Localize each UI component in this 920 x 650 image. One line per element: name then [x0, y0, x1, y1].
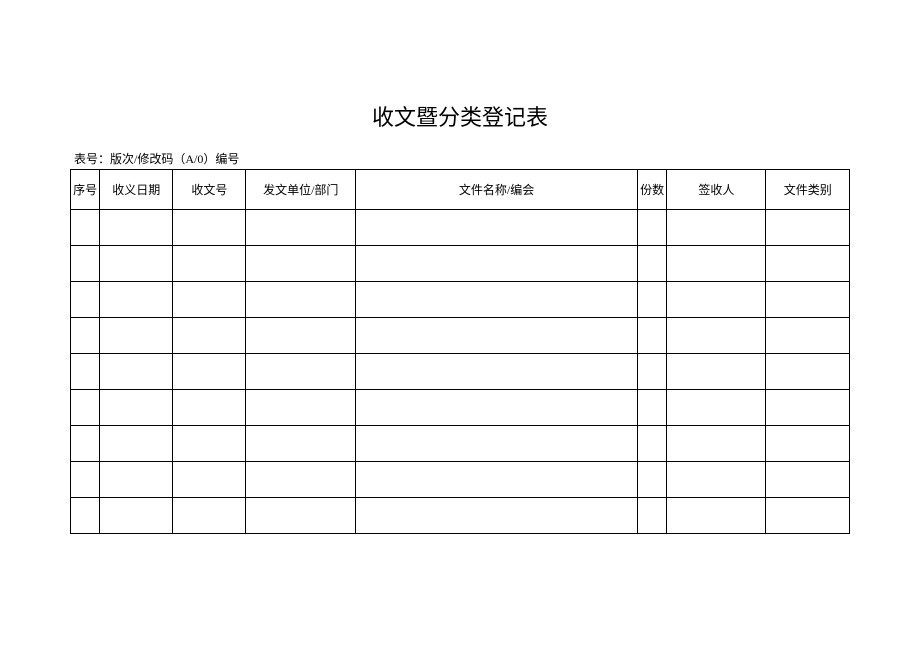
cell	[100, 426, 173, 462]
cell	[638, 462, 667, 498]
col-header-docnum: 收文号	[173, 170, 246, 210]
cell	[71, 390, 100, 426]
cell	[356, 210, 638, 246]
cell	[71, 282, 100, 318]
table-row	[71, 426, 850, 462]
page-title: 收文暨分类登记表	[70, 100, 850, 132]
cell	[667, 246, 766, 282]
col-header-dept: 发文单位/部门	[246, 170, 356, 210]
cell	[766, 498, 850, 534]
table-row	[71, 282, 850, 318]
cell	[100, 210, 173, 246]
cell	[766, 390, 850, 426]
cell	[667, 354, 766, 390]
cell	[100, 282, 173, 318]
cell	[638, 282, 667, 318]
cell	[766, 246, 850, 282]
cell	[766, 318, 850, 354]
cell	[100, 354, 173, 390]
cell	[766, 282, 850, 318]
cell	[356, 390, 638, 426]
cell	[173, 282, 246, 318]
cell	[246, 426, 356, 462]
cell	[246, 282, 356, 318]
col-header-receiver: 签收人	[667, 170, 766, 210]
cell	[246, 498, 356, 534]
cell	[246, 246, 356, 282]
cell	[667, 318, 766, 354]
cell	[356, 318, 638, 354]
cell	[71, 246, 100, 282]
cell	[667, 390, 766, 426]
cell	[71, 210, 100, 246]
cell	[356, 282, 638, 318]
cell	[173, 318, 246, 354]
col-header-category: 文件类别	[766, 170, 850, 210]
cell	[638, 426, 667, 462]
cell	[71, 426, 100, 462]
col-header-copies: 份数	[638, 170, 667, 210]
cell	[356, 246, 638, 282]
cell	[667, 498, 766, 534]
cell	[638, 210, 667, 246]
cell	[356, 354, 638, 390]
cell	[766, 426, 850, 462]
cell	[766, 210, 850, 246]
cell	[638, 246, 667, 282]
cell	[246, 354, 356, 390]
cell	[356, 426, 638, 462]
table-body	[71, 210, 850, 534]
cell	[173, 498, 246, 534]
cell	[173, 426, 246, 462]
table-header-row: 序号 收义日期 收文号 发文单位/部门 文件名称/编会 份数 签收人 文件类别	[71, 170, 850, 210]
cell	[173, 210, 246, 246]
form-subtitle: 表号：版次/修改码（A/0）编号	[70, 150, 850, 167]
table-row	[71, 318, 850, 354]
cell	[173, 462, 246, 498]
cell	[246, 210, 356, 246]
cell	[356, 498, 638, 534]
table-row	[71, 210, 850, 246]
cell	[173, 246, 246, 282]
cell	[100, 498, 173, 534]
cell	[638, 498, 667, 534]
cell	[246, 462, 356, 498]
cell	[100, 246, 173, 282]
cell	[667, 282, 766, 318]
cell	[766, 354, 850, 390]
cell	[100, 318, 173, 354]
table-row	[71, 390, 850, 426]
cell	[766, 462, 850, 498]
table-row	[71, 354, 850, 390]
table-row	[71, 246, 850, 282]
cell	[100, 390, 173, 426]
table-row	[71, 498, 850, 534]
table-row	[71, 462, 850, 498]
cell	[100, 462, 173, 498]
cell	[71, 318, 100, 354]
col-header-seq: 序号	[71, 170, 100, 210]
cell	[71, 354, 100, 390]
cell	[667, 462, 766, 498]
col-header-date: 收义日期	[100, 170, 173, 210]
cell	[246, 390, 356, 426]
cell	[71, 498, 100, 534]
cell	[246, 318, 356, 354]
col-header-name: 文件名称/编会	[356, 170, 638, 210]
cell	[356, 462, 638, 498]
cell	[71, 462, 100, 498]
cell	[667, 210, 766, 246]
cell	[638, 354, 667, 390]
cell	[638, 390, 667, 426]
cell	[173, 390, 246, 426]
cell	[667, 426, 766, 462]
cell	[173, 354, 246, 390]
registration-table: 序号 收义日期 收文号 发文单位/部门 文件名称/编会 份数 签收人 文件类别	[70, 169, 850, 534]
cell	[638, 318, 667, 354]
